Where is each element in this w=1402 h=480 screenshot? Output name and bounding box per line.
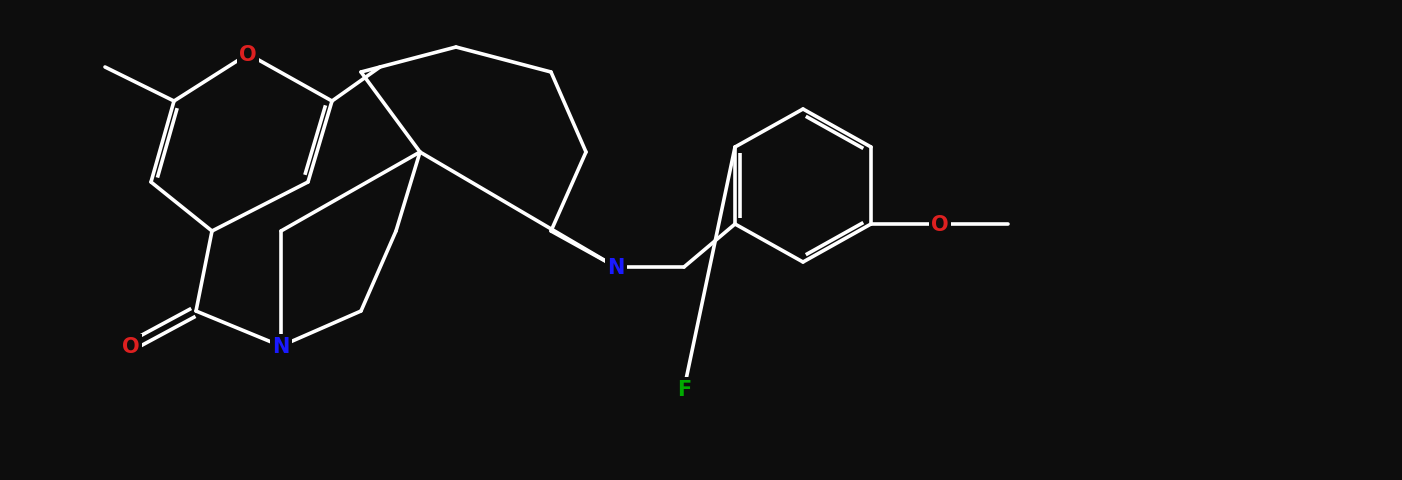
Text: N: N	[272, 336, 290, 356]
Text: N: N	[607, 257, 625, 277]
Text: O: O	[240, 45, 257, 65]
Text: O: O	[122, 336, 140, 356]
Text: F: F	[677, 379, 691, 399]
Text: O: O	[931, 215, 949, 235]
